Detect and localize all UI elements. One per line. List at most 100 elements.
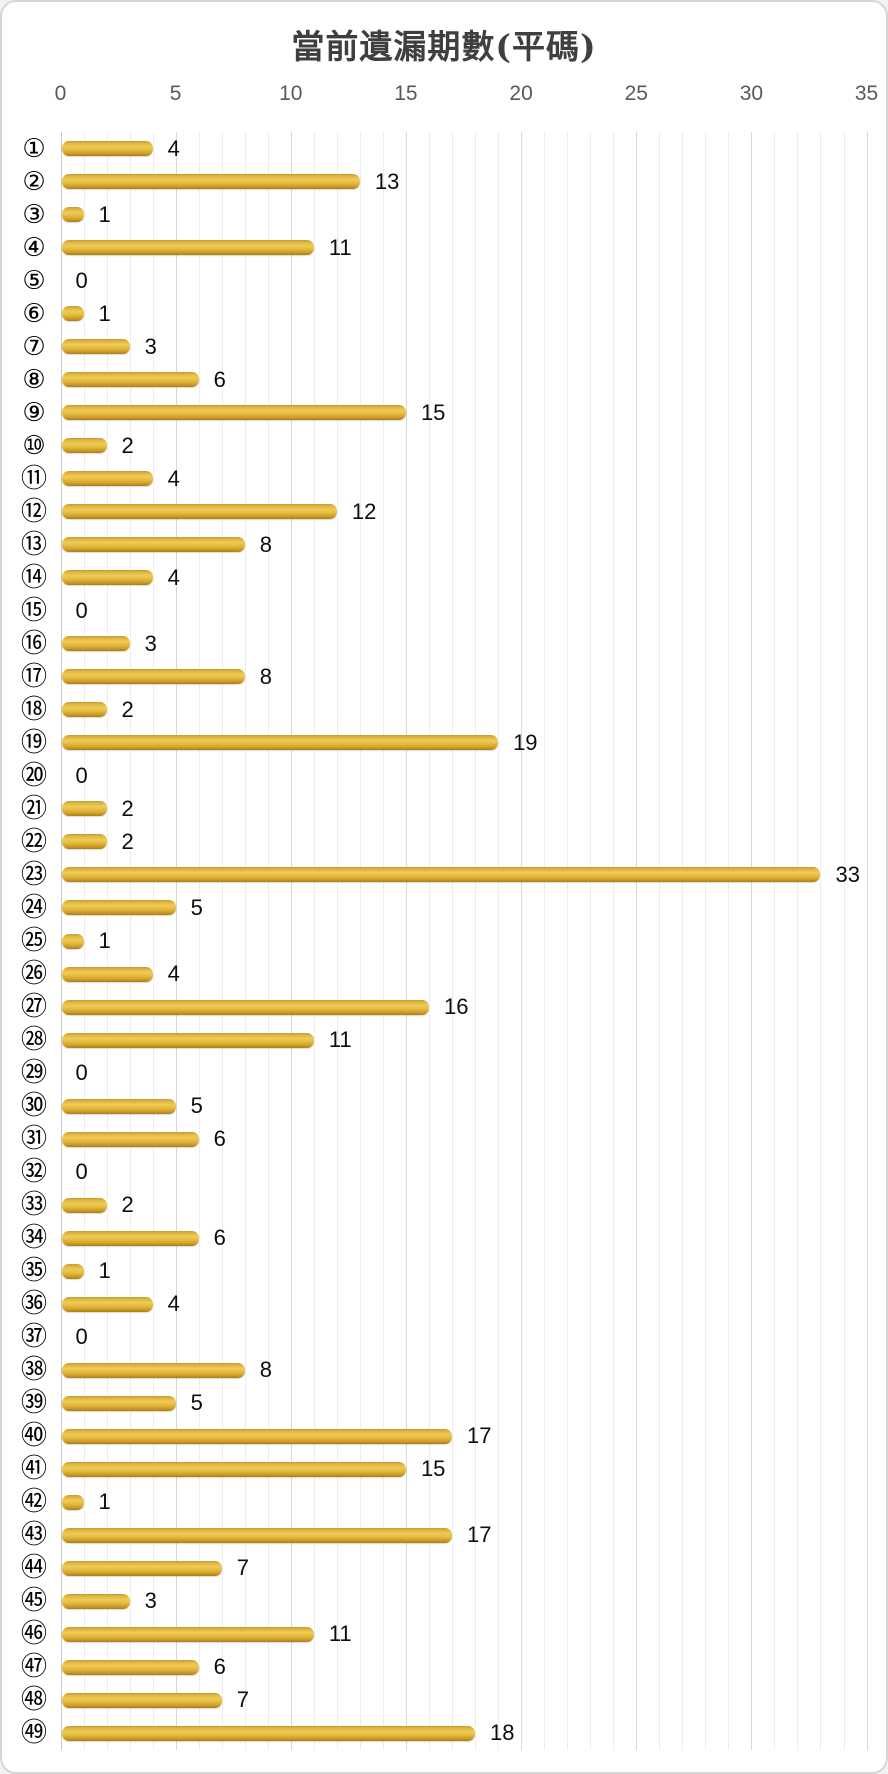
- value-label: 2: [121, 432, 134, 458]
- bar: [61, 141, 153, 156]
- category-label: ㊺: [20, 1586, 47, 1617]
- category-label: ㊶: [20, 1454, 47, 1485]
- value-label: 3: [144, 630, 157, 656]
- value-label: 8: [259, 663, 272, 689]
- gridline-minor: [797, 132, 799, 1750]
- category-label: ㊱: [20, 1289, 47, 1320]
- gridline-minor: [428, 132, 430, 1750]
- category-label: ④: [22, 232, 46, 263]
- value-label: 2: [121, 828, 134, 854]
- bar: [61, 834, 107, 850]
- category-label: ㊾: [20, 1718, 47, 1749]
- bar: [61, 966, 153, 982]
- category-label: ⑨: [22, 397, 46, 428]
- value-label: 8: [259, 1357, 272, 1383]
- category-label: ⑳: [20, 760, 47, 791]
- x-tick-label: 20: [509, 82, 533, 105]
- category-label: ⑭: [20, 562, 47, 593]
- value-label: 7: [236, 1687, 249, 1713]
- bar: [61, 1560, 222, 1576]
- gridline-minor: [382, 132, 384, 1750]
- category-label: ㉝: [20, 1190, 47, 1221]
- value-label: 0: [75, 1060, 88, 1086]
- category-label: ⑰: [20, 661, 47, 692]
- value-label: 4: [167, 961, 180, 987]
- value-label: 2: [121, 696, 134, 722]
- value-label: 2: [121, 795, 134, 821]
- category-label: ㉜: [20, 1157, 47, 1188]
- chart-title: 當前遺漏期數(平碼): [291, 27, 597, 66]
- x-tick-label: 0: [54, 82, 67, 105]
- bar: [61, 1428, 452, 1444]
- bar: [61, 1395, 176, 1411]
- value-label: 1: [98, 1258, 111, 1284]
- value-label: 12: [351, 498, 377, 524]
- category-label: ㊳: [20, 1355, 47, 1386]
- category-label: ⑤: [22, 265, 46, 296]
- value-label: 11: [328, 234, 352, 260]
- bar: [61, 1131, 199, 1147]
- value-label: 13: [374, 168, 400, 194]
- value-label: 6: [213, 1126, 226, 1152]
- gridline-minor: [590, 132, 592, 1750]
- bar: [61, 1659, 199, 1675]
- gridline-major: [175, 132, 177, 1750]
- value-label: 33: [835, 861, 860, 887]
- bar: [61, 999, 429, 1015]
- bar: [61, 669, 245, 685]
- value-label: 0: [75, 1324, 88, 1350]
- value-label: 6: [213, 366, 226, 392]
- bar: [61, 900, 176, 916]
- category-label: ㊸: [20, 1520, 47, 1551]
- x-tick-label: 10: [279, 82, 303, 105]
- bar: [61, 174, 360, 190]
- value-label: 4: [167, 465, 180, 491]
- gridline-minor: [728, 132, 730, 1750]
- category-label: ㉑: [20, 793, 47, 824]
- gridline-major: [866, 132, 868, 1750]
- bar: [61, 1593, 130, 1609]
- category-label: ⑪: [20, 463, 47, 494]
- bar: [61, 1098, 176, 1114]
- gridline-minor: [820, 132, 822, 1750]
- gridline-minor: [359, 132, 361, 1750]
- category-label: ㊼: [20, 1652, 47, 1683]
- bar: [61, 306, 84, 322]
- gridline-minor: [267, 132, 269, 1750]
- gridline-minor: [774, 132, 776, 1750]
- bar: [61, 1494, 84, 1510]
- category-label: ⑲: [20, 727, 47, 758]
- gridline-major: [521, 132, 523, 1750]
- gridline-minor: [705, 132, 707, 1750]
- bar: [61, 339, 130, 355]
- bar: [61, 504, 337, 520]
- value-label: 6: [213, 1225, 226, 1251]
- gridline-minor: [659, 132, 661, 1750]
- category-label: ㉟: [20, 1256, 47, 1287]
- value-label: 15: [420, 399, 446, 425]
- bar: [61, 1692, 222, 1708]
- category-label: ㊹: [20, 1553, 47, 1584]
- bar: [61, 735, 499, 751]
- value-label: 7: [236, 1555, 249, 1581]
- category-label: ㊲: [20, 1322, 47, 1353]
- gridline-major: [405, 132, 407, 1750]
- category-label: ㉔: [20, 892, 47, 923]
- value-label: 0: [75, 762, 88, 788]
- bar: [61, 1626, 314, 1642]
- x-tick-label: 35: [854, 82, 879, 105]
- category-label: ⑯: [20, 628, 47, 659]
- category-label: ⑥: [22, 298, 46, 329]
- value-label: 4: [167, 1291, 180, 1317]
- gridline-major: [636, 132, 638, 1750]
- value-label: 5: [190, 1093, 203, 1119]
- gridline-minor: [843, 132, 845, 1750]
- value-label: 6: [213, 1654, 226, 1680]
- value-label: 4: [167, 135, 180, 161]
- value-label: 3: [144, 333, 157, 359]
- value-label: 0: [75, 1159, 88, 1185]
- value-label: 18: [490, 1720, 515, 1746]
- bar: [61, 1461, 406, 1477]
- category-label: ㉕: [20, 926, 47, 956]
